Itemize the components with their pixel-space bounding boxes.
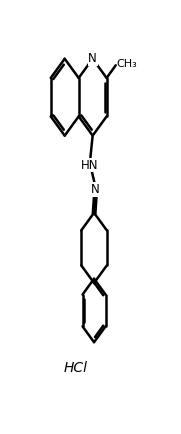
Text: CH₃: CH₃ [116,59,137,69]
Text: HN: HN [80,158,98,171]
Text: HCl: HCl [64,361,88,375]
Text: N: N [88,52,97,65]
Text: N: N [91,183,100,196]
